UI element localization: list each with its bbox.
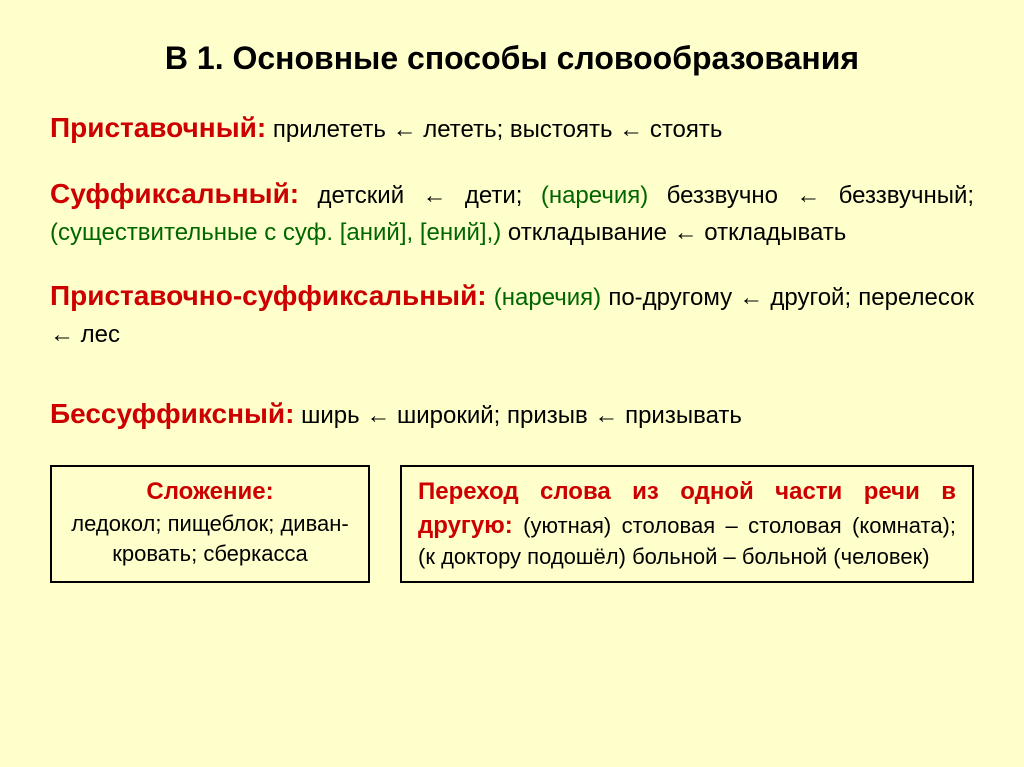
suffixalny-part3: откладывание ← откладывать bbox=[508, 219, 846, 246]
suffixalny-note1: (наречия) bbox=[541, 182, 648, 209]
suffixalny-name: Суффиксальный: bbox=[50, 178, 299, 209]
pristavochny-example: прилететь ← лететь; выстоять ← стоять bbox=[273, 116, 723, 143]
perekhod-box: Переход слова из одной части речи в друг… bbox=[400, 465, 974, 583]
slozhenie-title: Сложение: bbox=[146, 478, 273, 505]
pristavochno-suffixalny-section: Приставочно-суффиксальный: (наречия) по-… bbox=[50, 275, 974, 353]
bessuffixny-name: Бессуффиксный: bbox=[50, 398, 294, 429]
pristavochny-section: Приставочный: прилететь ← лететь; выстоя… bbox=[50, 107, 974, 149]
slozhenie-text: ледокол; пищеблок; диван-кровать; сберка… bbox=[71, 511, 348, 567]
suffixalny-note2: (существительные с суф. [аний], [ений],) bbox=[50, 219, 501, 246]
suffixalny-part2: беззвучно ← беззвучный; bbox=[667, 182, 974, 209]
pristavochny-name: Приставочный: bbox=[50, 112, 266, 143]
suffixalny-section: Суффиксальный: детский ← дети; (наречия)… bbox=[50, 173, 974, 251]
slozhenie-box: Сложение: ледокол; пищеблок; диван-крова… bbox=[50, 465, 370, 583]
suffixalny-part1: детский ← дети; bbox=[318, 182, 523, 209]
page-title: В 1. Основные способы словообразования bbox=[50, 40, 974, 77]
bessuffixny-section: Бессуффиксный: ширь ← широкий; призыв ← … bbox=[50, 393, 974, 435]
bottom-boxes: Сложение: ледокол; пищеблок; диван-крова… bbox=[50, 465, 974, 583]
bessuffixny-example: ширь ← широкий; призыв ← призывать bbox=[301, 402, 742, 429]
pristavochno-suffixalny-name: Приставочно-суффиксальный: bbox=[50, 280, 487, 311]
pristavochno-suffixalny-note: (наречия) bbox=[494, 284, 601, 311]
